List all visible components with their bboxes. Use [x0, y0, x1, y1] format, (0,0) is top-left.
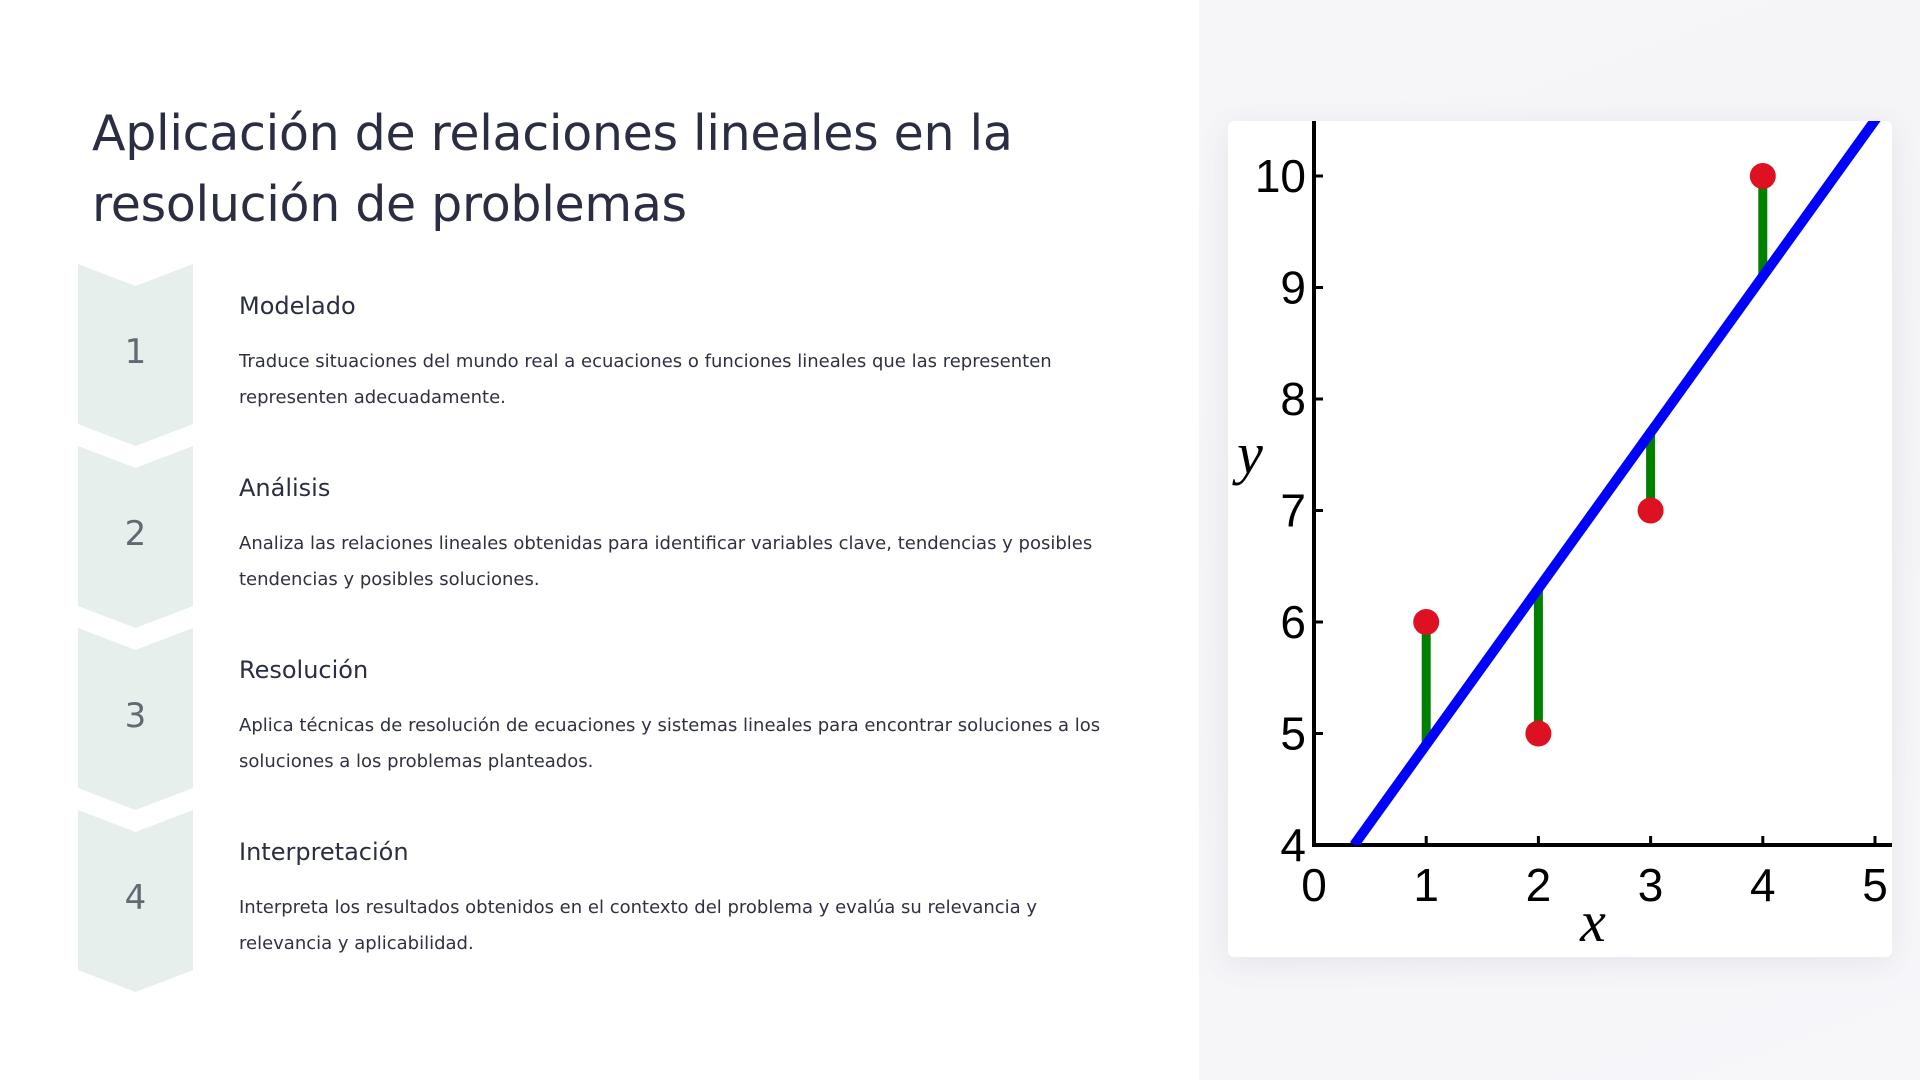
step-1: 1 Modelado Traduce situaciones del mundo…	[78, 264, 1108, 446]
slide-title: Aplicación de relaciones lineales en la …	[92, 105, 1013, 233]
x-tick-label: 3	[1638, 859, 1664, 911]
step-number: 2	[124, 514, 147, 554]
scatter-chart: 4 5 6 7 8 9 10 0 1 2 3 4 5 x y	[1232, 121, 1892, 954]
x-tick-label: 4	[1750, 859, 1776, 911]
y-tick-label: 5	[1280, 708, 1306, 760]
step-description: Analiza las relaciones lineales obtenida…	[239, 533, 1093, 590]
step-description: Interpreta los resultados obtenidos en e…	[239, 897, 1038, 954]
y-tick-label: 4	[1280, 819, 1306, 871]
step-3: 3 Resolución Aplica técnicas de resoluci…	[78, 628, 1108, 810]
chevron-shape	[78, 628, 193, 810]
step-title: Análisis	[239, 474, 331, 502]
data-point	[1525, 720, 1552, 747]
x-tick-label: 0	[1301, 859, 1327, 911]
x-tick-label: 2	[1526, 859, 1552, 911]
step-description: Traduce situaciones del mundo real a ecu…	[239, 351, 1052, 408]
step-title: Interpretación	[239, 838, 409, 866]
chevron-shape	[78, 264, 193, 446]
chevron-shape	[78, 446, 193, 628]
step-number: 3	[124, 696, 147, 736]
data-point	[1637, 497, 1664, 524]
chart-card: 4 5 6 7 8 9 10 0 1 2 3 4 5 x y	[1228, 121, 1892, 957]
fit-line	[1350, 121, 1881, 845]
x-axis-label: x	[1579, 889, 1606, 954]
step-2: 2 Análisis Analiza las relaciones lineal…	[78, 446, 1108, 628]
x-tick-label: 5	[1862, 859, 1888, 911]
x-tick-label: 1	[1413, 859, 1439, 911]
data-point	[1749, 163, 1776, 189]
step-title: Resolución	[239, 656, 369, 684]
y-tick-label: 8	[1280, 373, 1306, 425]
y-tick-label: 9	[1280, 262, 1306, 314]
y-tick-label: 6	[1280, 596, 1306, 648]
chevron-shape	[78, 810, 193, 992]
step-title: Modelado	[239, 292, 356, 320]
step-description: Aplica técnicas de resolución de ecuacio…	[239, 715, 1101, 772]
y-tick-label: 10	[1255, 150, 1306, 202]
y-axis-label: y	[1232, 421, 1263, 486]
step-number: 1	[124, 332, 147, 372]
step-4: 4 Interpretación Interpreta los resultad…	[78, 810, 1108, 992]
data-point	[1413, 609, 1440, 635]
y-tick-label: 7	[1280, 485, 1306, 537]
step-number: 4	[124, 878, 147, 918]
